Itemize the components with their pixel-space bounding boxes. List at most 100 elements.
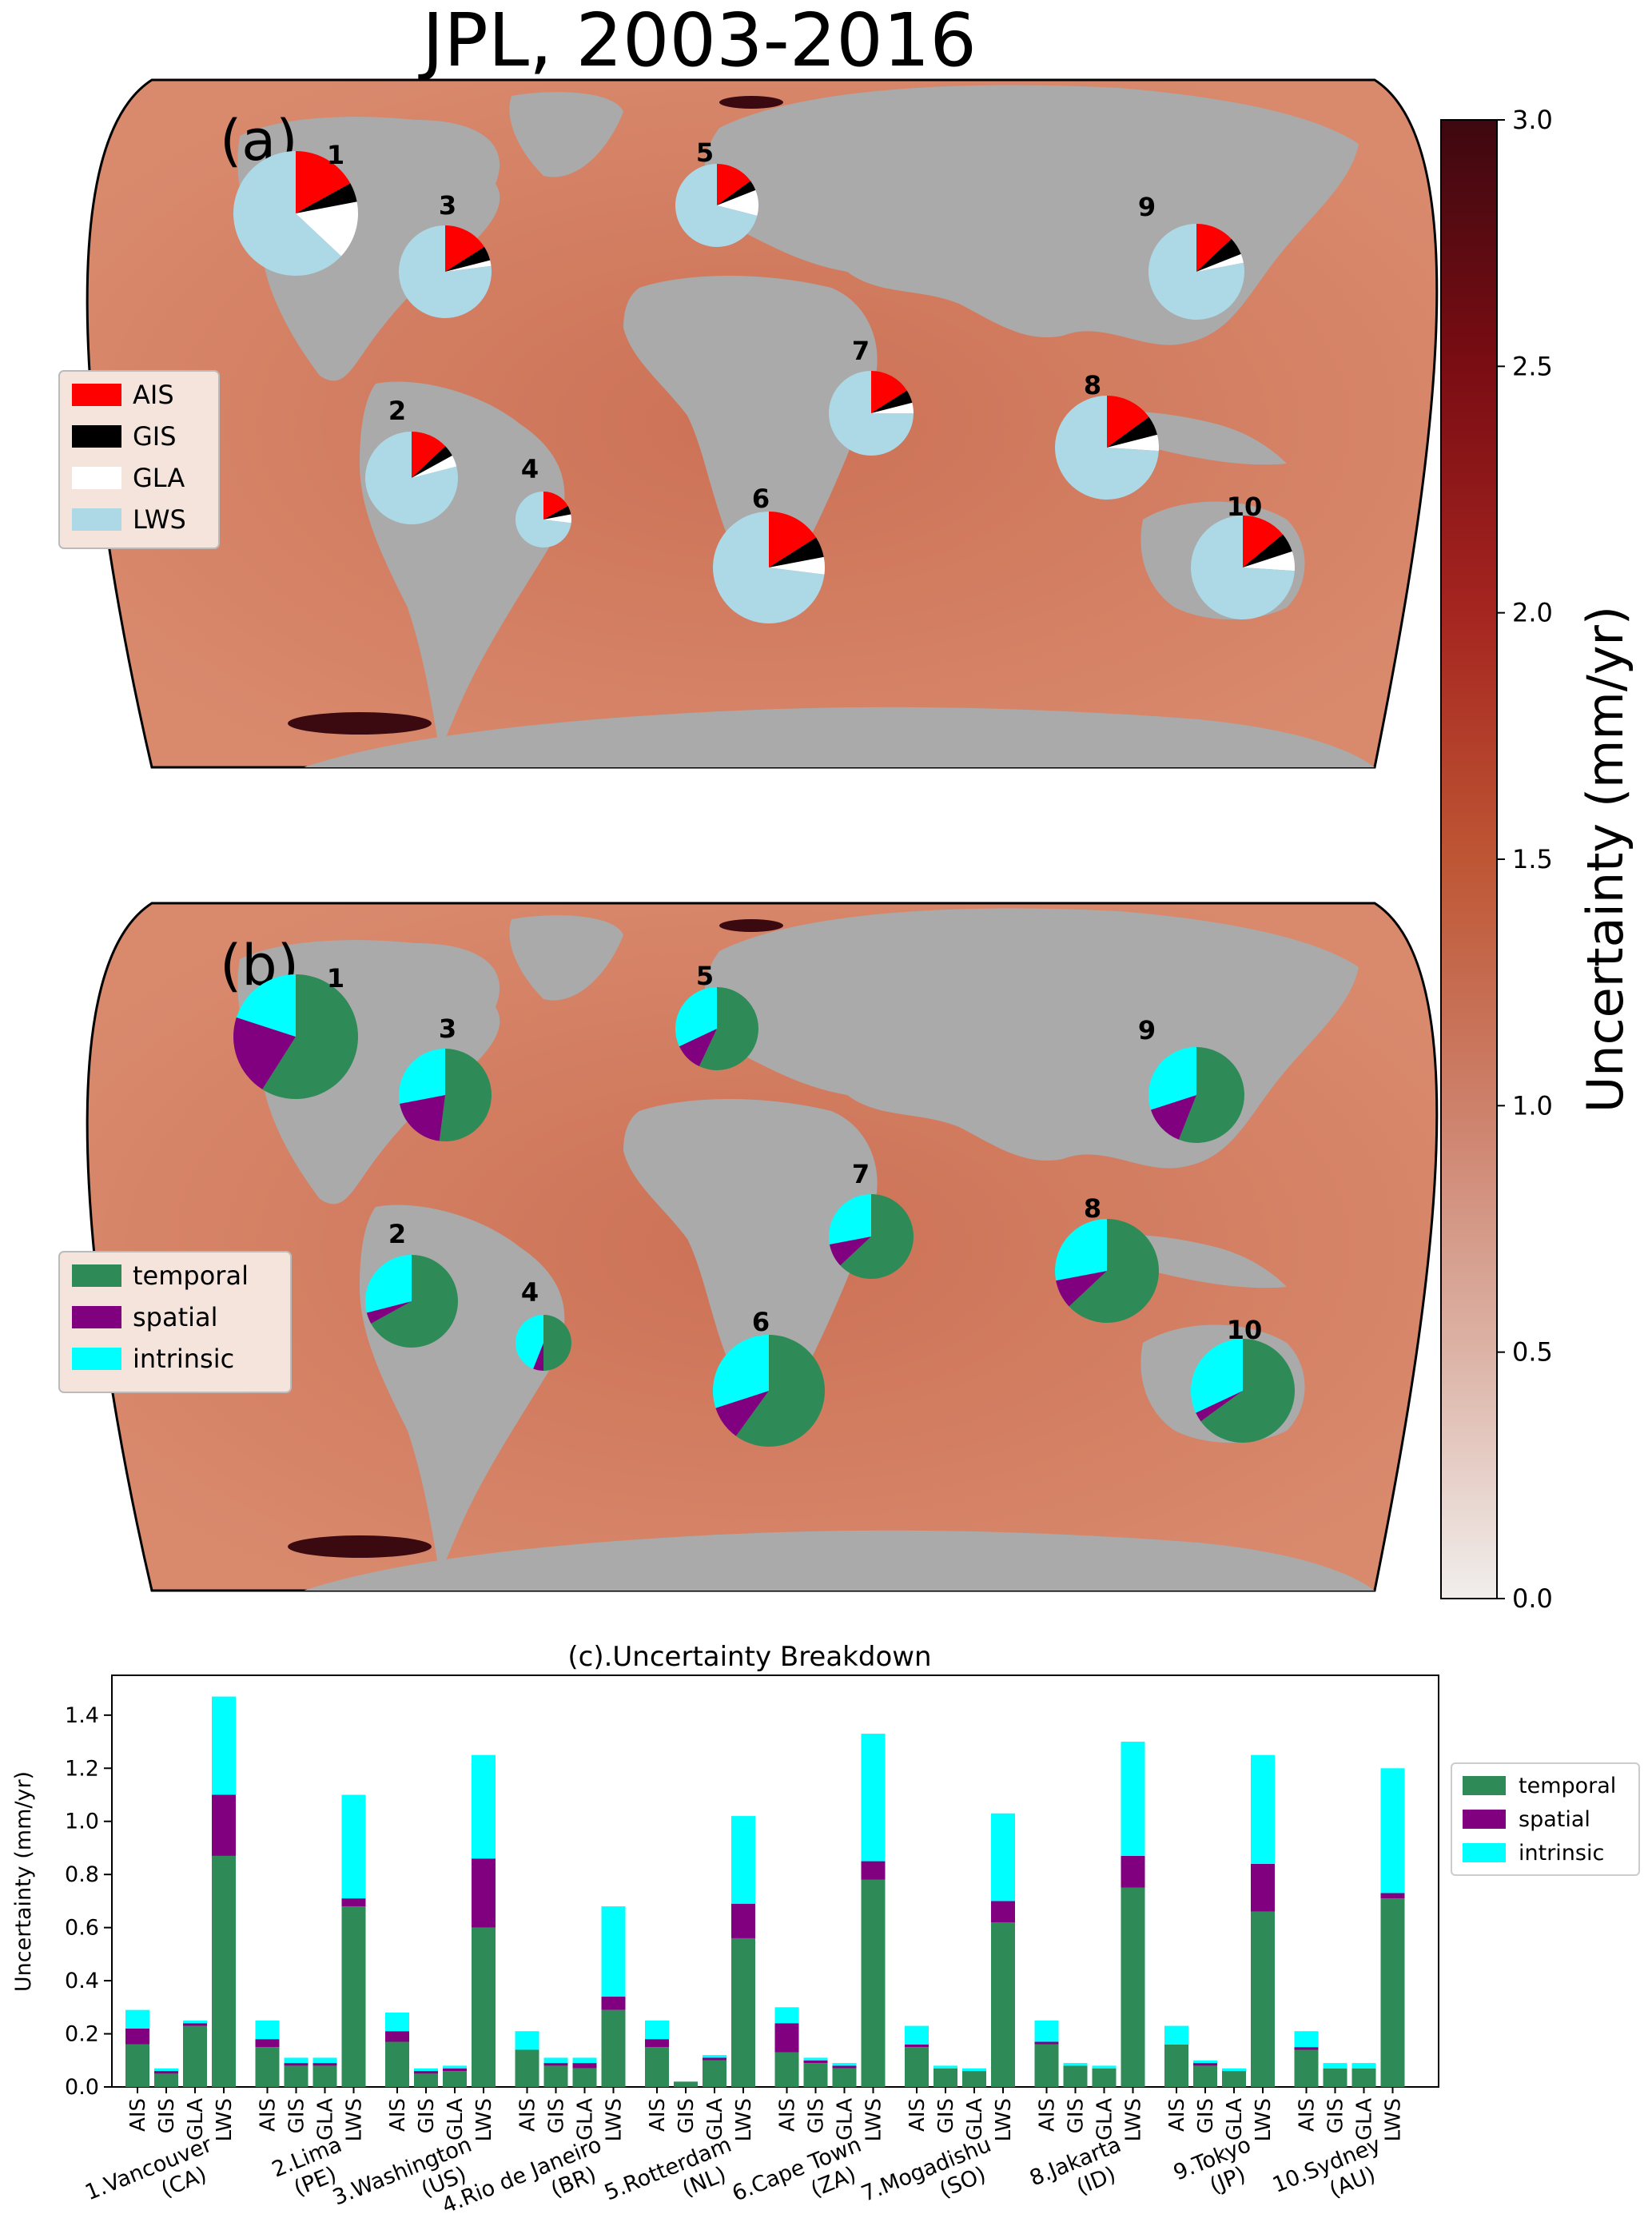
map-b-high-uncertainty-south <box>288 1535 432 1558</box>
bar-segment-intrinsic <box>774 2007 799 2024</box>
bar-segment-temporal <box>1164 2044 1188 2087</box>
y-tick-label: 1.0 <box>65 1810 99 1834</box>
x-tick-label: LWS <box>1382 2098 1406 2141</box>
bar-segment-intrinsic <box>703 2055 726 2058</box>
type-pie-2-slice-1 <box>371 1255 458 1348</box>
source-pie-5-slice-4 <box>675 164 758 248</box>
x-tick-label: GIS <box>805 2098 829 2133</box>
bar-segment-intrinsic <box>601 1906 626 1997</box>
type-pie-10-slice-1 <box>1200 1339 1296 1443</box>
colorbar-tick-label: 2.0 <box>1512 598 1553 628</box>
bar-segment-temporal <box>154 2073 178 2087</box>
bar-segment-intrinsic <box>1222 2068 1246 2072</box>
source-pie-9-slice-1 <box>1196 224 1232 272</box>
bar-segment-temporal <box>601 2009 626 2087</box>
x-tick-label: GLA <box>574 2098 598 2140</box>
bar-legend-swatch-temporal <box>1463 1776 1506 1795</box>
bar-segment-temporal <box>255 2047 280 2087</box>
type-pie-6-slice-3 <box>712 1335 769 1408</box>
source-pie-number-2: 2 <box>388 396 406 426</box>
colorbar-tick-label: 3.0 <box>1512 105 1553 135</box>
source-pie-9 <box>1148 224 1245 320</box>
source-pie-8-slice-1 <box>1107 396 1149 448</box>
x-tick-label: GLA <box>1223 2098 1247 2140</box>
type-pie-number-3: 3 <box>439 1013 456 1044</box>
bar-segment-temporal <box>1121 1887 1145 2087</box>
type-pie-10-slice-2 <box>1196 1391 1243 1422</box>
bar-segment-intrinsic <box>255 2020 280 2040</box>
source-pie-8-slice-4 <box>1055 396 1159 500</box>
bar-segment-spatial <box>803 2060 828 2064</box>
bar-segment-spatial <box>312 2063 337 2066</box>
bar-segment-spatial <box>154 2071 178 2074</box>
group-label: 5.Rotterdam(NL) <box>601 2132 745 2229</box>
bar-segment-spatial <box>125 2028 149 2045</box>
bar-segment-intrinsic <box>572 2057 597 2064</box>
bar-segment-spatial <box>1294 2047 1319 2050</box>
type-pie-9-slice-2 <box>1150 1095 1196 1140</box>
bars <box>125 1696 1405 2087</box>
source-pie-7 <box>829 371 914 456</box>
legend-label-gla: GLA <box>133 463 185 493</box>
bar-segment-intrinsic <box>183 2020 207 2024</box>
x-tick-label: AIS <box>646 2098 670 2132</box>
source-pie-3-slice-2 <box>445 246 491 272</box>
legend-label-gis: GIS <box>133 421 177 452</box>
bar-segment-intrinsic <box>861 1734 886 1862</box>
source-pie-6 <box>713 512 825 624</box>
x-tick-label: LWS <box>992 2098 1016 2141</box>
group-labels: 1.Vancouver(CA) 2.Lima(PE)3.Washington(US… <box>82 2132 1384 2229</box>
bar-segment-spatial <box>255 2039 280 2048</box>
x-tick-label: AIS <box>257 2098 281 2132</box>
type-pie-7-slice-1 <box>840 1194 914 1279</box>
x-tick-label: GIS <box>1194 2098 1218 2133</box>
type-pie-6-slice-1 <box>735 1335 825 1448</box>
map-a-high-uncertainty-north <box>719 96 783 109</box>
colorbar-tick-label: 0.0 <box>1512 1583 1553 1614</box>
type-pie-2 <box>364 1255 458 1348</box>
source-pie-3-slice-1 <box>445 225 484 272</box>
bar-segment-temporal <box>1323 2068 1347 2087</box>
x-tick-label: GIS <box>675 2098 699 2133</box>
bar-segment-intrinsic <box>154 2068 178 2072</box>
x-tick-label: AIS <box>386 2098 410 2132</box>
source-pie-5-slice-1 <box>717 164 751 205</box>
bar-legend-label-intrinsic: intrinsic <box>1519 1841 1604 1866</box>
x-tick-label: AIS <box>1296 2098 1320 2132</box>
source-pie-9-slice-2 <box>1196 238 1241 272</box>
source-pie-3-slice-4 <box>398 225 492 318</box>
bar-segment-spatial <box>832 2065 857 2069</box>
type-pie-number-7: 7 <box>852 1159 870 1189</box>
x-tick-label: GIS <box>285 2098 309 2133</box>
colorbar: 0.0 0.5 1.0 1.5 2.0 2.5 3.0 Uncertainty (mm/yr… <box>1440 105 1634 1614</box>
legend-swatch-gis <box>72 425 121 448</box>
bar-segment-intrinsic <box>1121 1742 1145 1856</box>
x-tick-label: LWS <box>343 2098 367 2141</box>
bar-segment-spatial <box>774 2023 799 2053</box>
type-pie-3-slice-1 <box>439 1049 492 1141</box>
bar-segment-temporal <box>991 1922 1015 2087</box>
bar-segment-intrinsic <box>385 2012 409 2032</box>
map-a-greenland <box>509 92 623 177</box>
x-tick-label: GIS <box>1065 2098 1089 2133</box>
group-label: 1.Vancouver(CA) <box>82 2132 225 2229</box>
x-tick-label: GIS <box>934 2098 958 2133</box>
bar-segment-intrinsic <box>312 2057 337 2064</box>
source-pie-4-slice-1 <box>543 492 568 520</box>
bar-segment-temporal <box>1063 2065 1088 2087</box>
bar-segment-intrinsic <box>443 2065 467 2069</box>
type-pie-9-slice-1 <box>1178 1047 1244 1143</box>
y-tick-label: 1.4 <box>65 1703 99 1728</box>
type-pie-3-slice-2 <box>400 1095 445 1141</box>
source-pie-8-slice-3 <box>1107 434 1159 452</box>
bar-segment-intrinsic <box>1193 2060 1217 2064</box>
source-pie-7-slice-4 <box>829 371 914 456</box>
bar-segment-intrinsic <box>284 2057 309 2064</box>
colorbar-label: Uncertainty (mm/yr) <box>1576 606 1634 1113</box>
source-pie-6-slice-1 <box>769 512 817 567</box>
source-pie-4-slice-4 <box>515 492 571 548</box>
bar-segment-intrinsic <box>1034 2020 1059 2042</box>
x-tick-label: GLA <box>184 2098 208 2140</box>
source-pie-1-slice-4 <box>233 151 341 276</box>
